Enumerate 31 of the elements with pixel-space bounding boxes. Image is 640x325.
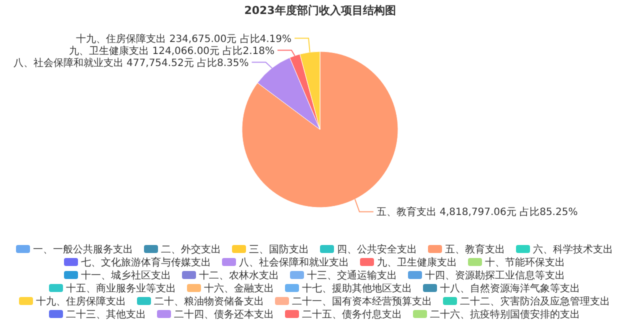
- legend-label: 五、教育支出: [445, 244, 505, 256]
- legend-label: 一、一般公共服务支出: [33, 244, 133, 256]
- legend-label: 二十四、债务还本支出: [174, 308, 274, 320]
- legend-label: 十六、金融支出: [204, 282, 274, 294]
- legend-label: 二十五、债务付息支出: [302, 308, 402, 320]
- legend-label: 二十一、国有资本经营预算支出: [292, 296, 432, 308]
- legend-label: 十三、交通运输支出: [307, 270, 397, 282]
- legend-label: 九、卫生健康支出: [377, 256, 457, 268]
- data-label: 九、卫生健康支出 124,066.00元 占比2.18%: [69, 44, 275, 57]
- legend-label: 八、社会保障和就业支出: [239, 256, 349, 268]
- legend-label: 七、文化旅游体育与传媒支出: [81, 256, 211, 268]
- legend-label: 二十、粮油物资储备支出: [154, 296, 264, 308]
- chart-title: 2023年度部门收入项目结构图: [244, 4, 396, 17]
- legend-label: 二十二、灾害防治及应急管理支出: [460, 296, 610, 308]
- legend-label: 十二、农林水支出: [199, 270, 279, 282]
- legend-label: 六、科学技术支出: [533, 244, 613, 256]
- legend-label: 十八、自然资源海洋气象等支出: [440, 282, 580, 294]
- legend-label: 十一、城乡社区支出: [81, 270, 171, 282]
- legend-label: 十四、资源勘探工业信息等支出: [425, 270, 565, 282]
- legend-label: 二、外交支出: [161, 244, 221, 256]
- legend-label: 十九、住房保障支出: [36, 296, 126, 308]
- legend-label: 十五、商业服务业等支出: [66, 282, 176, 294]
- legend-label: 十、节能环保支出: [485, 256, 565, 268]
- legend-label: 十七、援助其他地区支出: [302, 282, 412, 294]
- legend-label: 四、公共安全支出: [337, 244, 417, 256]
- data-label: 五、教育支出 4,818,797.06元 占比85.25%: [376, 206, 578, 218]
- legend-label: 二十六、抗疫特别国债安排的支出: [430, 308, 580, 320]
- data-label: 八、社会保障和就业支出 477,754.52元 占比8.35%: [13, 56, 249, 69]
- legend-label: 二十三、其他支出: [66, 308, 146, 320]
- data-label: 十九、住房保障支出 234,675.00元 占比4.19%: [76, 32, 292, 45]
- legend-label: 三、国防支出: [249, 244, 309, 256]
